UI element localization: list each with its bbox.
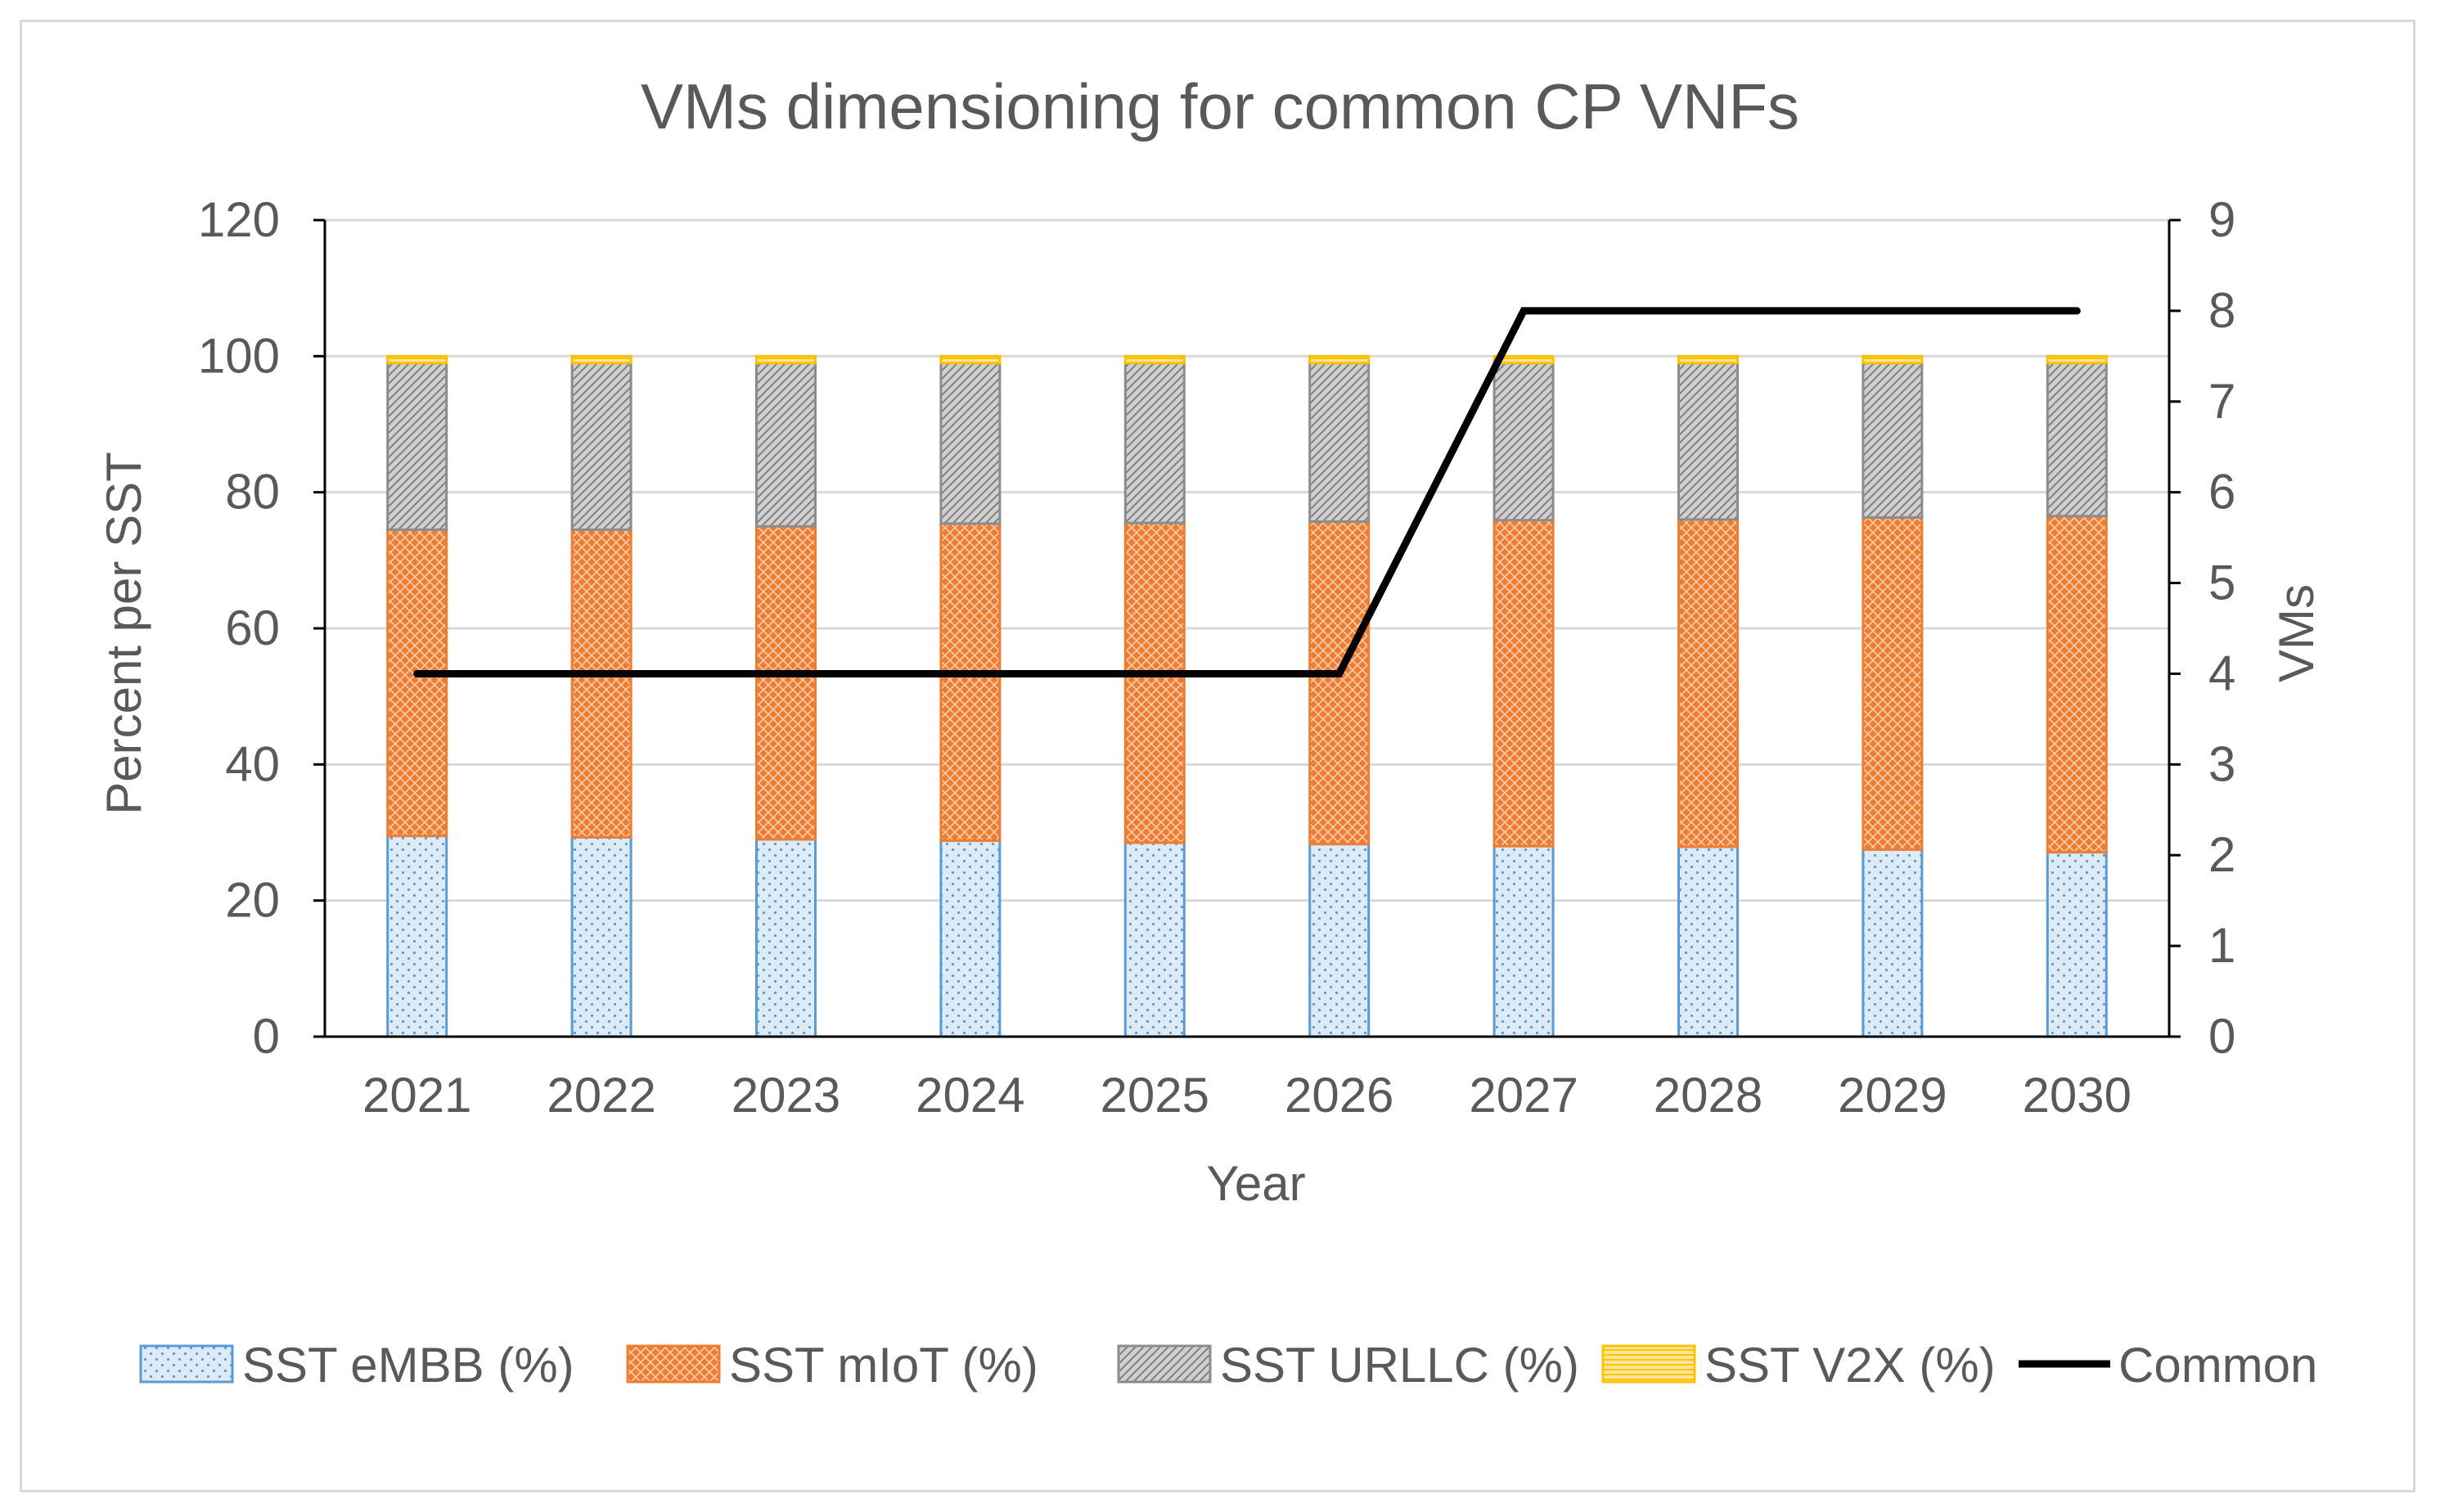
y2-tick-label: 1 [2208, 918, 2235, 973]
legend-item-0: SST eMBB (%) [139, 1338, 574, 1393]
bars [386, 354, 2108, 1038]
y-tick-label: 60 [225, 601, 280, 655]
x-tick-label: 2028 [1654, 1068, 1762, 1123]
bar-sst-miot-2026 [1308, 520, 1371, 846]
bar-sst-urllc-2028 [1677, 362, 1739, 521]
legend-item-2: SST URLLC (%) [1117, 1338, 1579, 1393]
bar-sst-miot-2022 [570, 528, 633, 839]
y2-tick-label: 8 [2208, 283, 2235, 338]
chart-title: VMs dimensioning for common CP VNFs [641, 70, 1799, 142]
legend-item-4: Common [2019, 1338, 2317, 1393]
x-tick-label: 2021 [362, 1068, 471, 1123]
bar-sst-miot-2030 [2046, 515, 2108, 854]
bar-sst-miot-2029 [1862, 515, 1924, 851]
chart-frame: VMs dimensioning for common CP VNFs 0 20 4… [20, 20, 2415, 1492]
x-tick-label: 2027 [1469, 1068, 1578, 1123]
bar-sst-embb-2027 [1492, 844, 1555, 1038]
chart-svg: VMs dimensioning for common CP VNFs 0204… [97, 70, 2324, 1393]
y2-tick-label: 6 [2208, 465, 2235, 520]
bar-sst-urllc-2029 [1862, 362, 1924, 519]
legend-label: SST eMBB (%) [242, 1338, 574, 1393]
legend-swatch [1117, 1344, 1212, 1384]
legend-item-1: SST mIoT (%) [626, 1338, 1038, 1393]
bar-sst-urllc-2023 [755, 362, 817, 528]
bar-sst-urllc-2022 [570, 362, 633, 531]
legend: SST eMBB (%) SST mIoT (%) SST URLLC (%) SST… [139, 1338, 2317, 1393]
bar-sst-embb-2024 [939, 839, 1002, 1038]
bar-sst-embb-2028 [1677, 845, 1739, 1038]
bar-sst-embb-2022 [570, 835, 633, 1038]
bar-sst-miot-2024 [939, 522, 1002, 842]
y2-tick-label: 3 [2208, 736, 2235, 791]
bar-sst-embb-2030 [2046, 851, 2108, 1038]
bar-sst-urllc-2025 [1123, 362, 1186, 524]
bar-sst-v2x-2023 [755, 354, 817, 365]
x-tick-label: 2025 [1101, 1068, 1209, 1123]
bar-sst-miot-2028 [1677, 518, 1739, 848]
legend-item-3: SST V2X (%) [1601, 1338, 1996, 1393]
legend-swatch [139, 1344, 234, 1384]
x-tick-label: 2022 [547, 1068, 655, 1123]
bar-sst-embb-2021 [386, 835, 448, 1038]
common-line [413, 307, 2081, 677]
left-y-ticks: 0 20 40 60 80 100 120 [198, 192, 280, 1064]
bar-sst-urllc-2026 [1308, 362, 1371, 523]
bar-sst-miot-2021 [386, 528, 448, 838]
bar-sst-v2x-2025 [1123, 354, 1186, 365]
legend-swatch [626, 1344, 721, 1384]
bar-sst-urllc-2021 [386, 362, 448, 531]
y-tick-label: 120 [198, 192, 280, 247]
bar-sst-miot-2027 [1492, 519, 1555, 848]
bar-sst-miot-2023 [755, 524, 817, 841]
x-tick-label: 2024 [916, 1068, 1024, 1123]
bar-sst-embb-2023 [755, 838, 817, 1038]
bar-sst-v2x-2022 [570, 354, 633, 365]
y-axis-title: Percent per SST [97, 452, 151, 815]
bar-sst-embb-2026 [1308, 843, 1371, 1038]
legend-label: SST URLLC (%) [1220, 1338, 1579, 1393]
x-tick-label: 2023 [732, 1068, 840, 1123]
y-tick-label: 40 [225, 736, 280, 791]
y-tick-label: 0 [253, 1009, 280, 1064]
bar-sst-v2x-2029 [1862, 354, 1924, 365]
y2-tick-label: 9 [2208, 192, 2235, 247]
legend-label: SST V2X (%) [1704, 1338, 1996, 1393]
bar-sst-v2x-2028 [1677, 354, 1739, 365]
common-line-layer [413, 307, 2081, 677]
bar-sst-v2x-2030 [2046, 354, 2108, 365]
x-axis-title: Year [1206, 1156, 1305, 1211]
bar-sst-embb-2025 [1123, 841, 1186, 1038]
y2-tick-label: 4 [2208, 646, 2235, 700]
axes [313, 218, 2181, 1038]
bar-sst-embb-2029 [1862, 848, 1924, 1038]
y-tick-label: 100 [198, 328, 280, 383]
bar-sst-v2x-2027 [1492, 354, 1555, 365]
y-tick-label: 80 [225, 465, 280, 520]
x-tick-label: 2030 [2023, 1068, 2132, 1123]
bar-sst-urllc-2027 [1492, 362, 1555, 522]
x-tick-label: 2026 [1285, 1068, 1393, 1123]
x-tick-label: 2029 [1838, 1068, 1947, 1123]
bar-sst-miot-2025 [1123, 521, 1186, 844]
gridlines [325, 218, 2169, 1038]
bar-sst-v2x-2024 [939, 354, 1002, 365]
legend-swatch [1601, 1344, 1696, 1384]
bar-sst-urllc-2024 [939, 362, 1002, 525]
y2-tick-label: 2 [2208, 827, 2235, 882]
y-tick-label: 20 [225, 873, 280, 928]
bar-sst-v2x-2021 [386, 354, 448, 365]
y2-tick-label: 5 [2208, 556, 2235, 610]
legend-label: Common [2118, 1338, 2317, 1393]
y2-tick-label: 7 [2208, 374, 2235, 429]
x-ticks: 2021 2022 2023 2024 2025 2026 2027 2028 2029 2030 [362, 1068, 2132, 1123]
bar-sst-urllc-2030 [2046, 362, 2108, 518]
legend-label: SST mIoT (%) [729, 1338, 1038, 1393]
y2-axis-title: VMs [2269, 584, 2324, 682]
right-y-ticks: 0 1 2 3 4 5 6 7 8 9 [2208, 192, 2235, 1064]
y2-tick-label: 0 [2208, 1009, 2235, 1064]
bar-sst-v2x-2026 [1308, 354, 1371, 365]
